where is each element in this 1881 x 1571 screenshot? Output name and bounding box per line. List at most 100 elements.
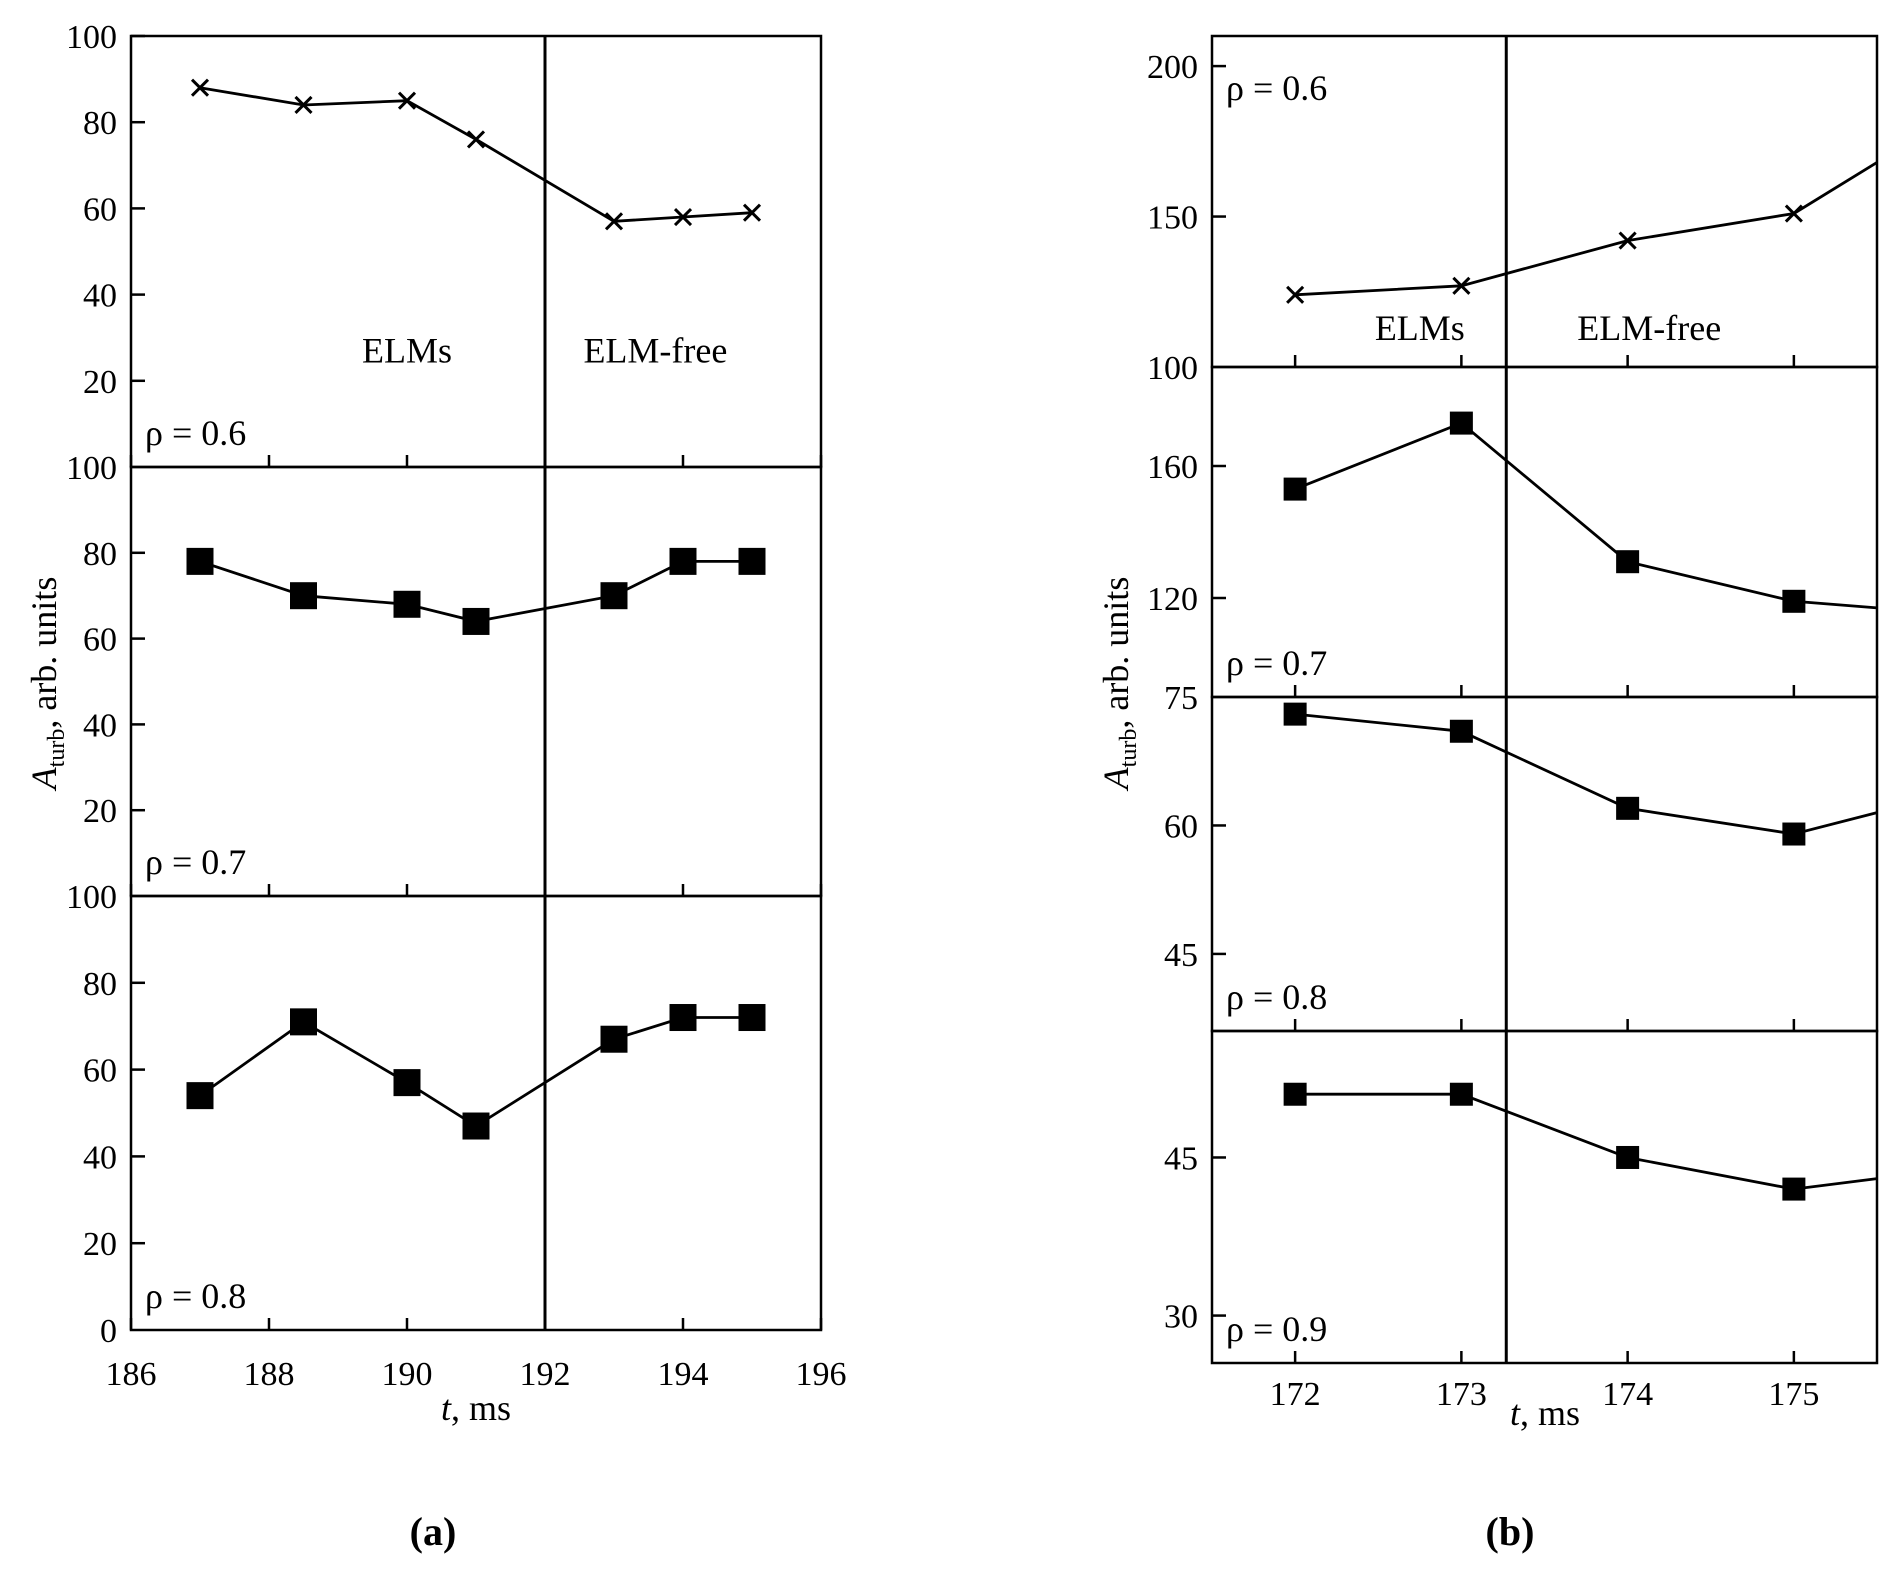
- data-point: [1286, 285, 1305, 304]
- x-tick-label: 194: [658, 1356, 709, 1393]
- series-line: [199, 1016, 752, 1128]
- series-line: [1294, 712, 1878, 836]
- subplot-label: ρ = 0.7: [1226, 643, 1327, 683]
- data-point: [1616, 1145, 1640, 1169]
- data-point: [1452, 276, 1471, 295]
- panel-a: 20 40 60 80 100 100 ρ = 0.6 ELMs ELM-free 20 40 60 8…: [24, 19, 847, 1554]
- series-line: [199, 86, 753, 223]
- y-tick-label: 60: [83, 622, 117, 659]
- data-point: [1618, 231, 1637, 250]
- y-tick-label: 0: [100, 1313, 117, 1350]
- panel-caption: (a): [410, 1509, 457, 1554]
- plot-frame: [1210, 1029, 1879, 1365]
- data-point: [393, 590, 421, 618]
- data-point: [738, 1004, 766, 1032]
- y-tick-label: 100: [1147, 350, 1198, 387]
- x-tick-label: 196: [796, 1356, 847, 1393]
- subplot-2: 120 160 75 ρ = 0.7: [1147, 365, 1879, 717]
- x-tick-label: 192: [520, 1356, 571, 1393]
- subplot-3: 20 40 60 80 0 ρ = 0.8: [83, 894, 823, 1350]
- marker-stroke: [742, 203, 762, 222]
- panel-b: 150 200 100 ρ = 0.6 ELMs ELM-free 120 160 75 ρ = …: [1096, 34, 1879, 1554]
- y-axis-var: A: [24, 766, 64, 791]
- data-point: [462, 1112, 490, 1140]
- subplot-label: ρ = 0.8: [145, 1276, 246, 1316]
- y-axis-subscript: turb: [1116, 729, 1142, 768]
- data-point: [738, 547, 766, 575]
- data-point: [1283, 477, 1307, 501]
- subplot-label: ρ = 0.8: [1226, 977, 1327, 1017]
- x-tick-label: 173: [1436, 1376, 1487, 1413]
- data-point: [604, 212, 624, 231]
- data-point: [294, 95, 313, 115]
- data-point: [290, 582, 317, 610]
- data-point: [397, 91, 417, 110]
- y-tick-label: 100: [66, 450, 117, 487]
- y-tick-label: 60: [1164, 808, 1198, 845]
- subplot-label: ρ = 0.6: [145, 413, 246, 453]
- y-axis-unit: , arb. units: [24, 577, 64, 729]
- y-axis-unit: , arb. units: [1096, 577, 1136, 729]
- y-tick-label: 30: [1164, 1299, 1198, 1336]
- data-point: [290, 1008, 317, 1036]
- x-tick-label: 190: [382, 1356, 433, 1393]
- marker-stroke: [1452, 276, 1471, 295]
- region-label: ELMs: [362, 331, 452, 371]
- data-point: [1616, 796, 1640, 820]
- plot-frame: [129, 465, 823, 898]
- data-point: [600, 1025, 628, 1053]
- subplot-label: ρ = 0.7: [145, 842, 246, 882]
- marker-stroke: [1784, 204, 1803, 223]
- data-point: [742, 203, 762, 222]
- subplot-label: ρ = 0.9: [1226, 1309, 1327, 1349]
- marker-stroke: [1286, 285, 1305, 304]
- data-point: [673, 207, 693, 227]
- plot-frame: [129, 34, 823, 469]
- x-axis-unit: , ms: [451, 1388, 511, 1428]
- marker-stroke: [604, 212, 624, 231]
- marker-stroke: [190, 78, 210, 97]
- y-tick-label: 40: [83, 1139, 117, 1176]
- y-tick-label: 80: [83, 536, 117, 573]
- subplot-3: 45 60 ρ = 0.8: [1164, 695, 1879, 1033]
- data-point: [1616, 550, 1640, 574]
- data-point: [1449, 411, 1473, 435]
- x-tick-label: 174: [1602, 1376, 1653, 1413]
- data-point: [669, 547, 697, 575]
- y-tick-label: 40: [83, 707, 117, 744]
- marker-stroke: [466, 130, 486, 149]
- y-tick-label: 20: [83, 364, 117, 401]
- data-point: [1449, 1082, 1473, 1106]
- x-axis-var: t: [441, 1388, 452, 1428]
- subplot-1: 20 40 60 80 100 100 ρ = 0.6 ELMs ELM-free: [66, 19, 823, 487]
- y-tick-label: 45: [1164, 937, 1198, 974]
- y-tick-label: 160: [1147, 449, 1198, 486]
- data-point: [1782, 589, 1806, 613]
- y-tick-label: 80: [83, 105, 117, 142]
- y-axis-label: Aturb, arb. units: [24, 577, 70, 792]
- y-axis-var: A: [1096, 766, 1136, 791]
- y-tick-label: 120: [1147, 581, 1198, 618]
- data-point: [600, 582, 628, 610]
- marker-stroke: [1618, 231, 1637, 250]
- panel-caption: (b): [1486, 1509, 1535, 1554]
- data-point: [1782, 1177, 1806, 1201]
- data-point: [466, 130, 486, 149]
- data-point: [393, 1069, 421, 1097]
- x-tick-label: 172: [1270, 1376, 1321, 1413]
- subplot-2: 20 40 60 80 100 ρ = 0.7: [66, 465, 823, 916]
- subplot-1: 150 200 100 ρ = 0.6 ELMs ELM-free: [1147, 34, 1879, 387]
- data-point: [669, 1004, 697, 1032]
- region-label: ELMs: [1375, 308, 1465, 348]
- y-tick-label: 150: [1147, 200, 1198, 237]
- y-tick-label: 20: [83, 1226, 117, 1263]
- marker-stroke: [673, 207, 693, 227]
- y-tick-label: 100: [66, 879, 117, 916]
- x-axis-var: t: [1510, 1393, 1521, 1433]
- y-tick-label: 20: [83, 793, 117, 830]
- data-point: [1782, 822, 1806, 846]
- x-axis-label: t, ms: [441, 1388, 511, 1428]
- x-tick-label: 186: [106, 1356, 157, 1393]
- y-tick-label: 60: [83, 1053, 117, 1090]
